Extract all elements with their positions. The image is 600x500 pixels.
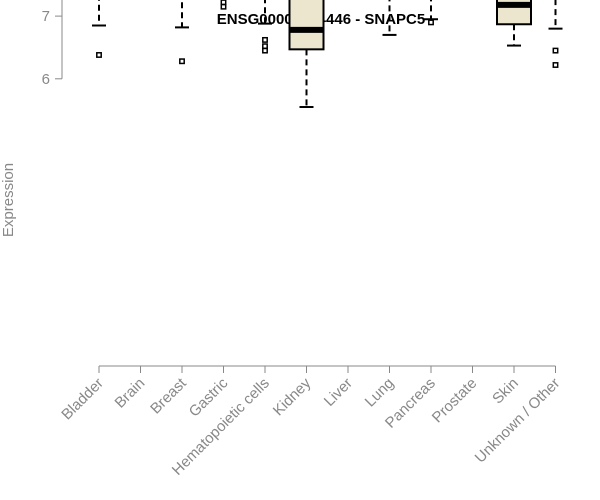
y-axis: 678910 [42,0,63,88]
x-tick-label: Prostate [429,375,481,427]
x-tick-label: Breast [147,374,190,417]
box-skin [496,0,532,47]
y-tick-label: 6 [42,71,50,88]
x-tick-label: Liver [321,375,356,410]
outlier-point [552,62,559,68]
outlier-point [179,58,185,65]
outlier-point [428,19,434,26]
box-hematopoietic-cells [258,0,272,54]
y-tick-label: 7 [42,8,50,25]
x-tick-label: Lung [362,375,398,411]
x-tick-label: Brain [112,375,149,412]
outlier-point [220,0,227,6]
box-pancreas [424,0,438,26]
outlier-point [262,36,268,43]
y-axis-label: Expression [0,163,17,237]
outlier-point [262,43,268,50]
box-kidney [288,0,325,109]
boxes-group [92,0,563,109]
iqr-box [288,0,325,51]
x-tick-label: Kidney [270,374,315,419]
box-bladder [92,0,106,58]
box-lung [382,0,397,36]
x-tick-label: Skin [489,375,522,408]
outlier-point [96,52,102,58]
x-tick-label: Bladder [58,375,107,424]
box-unknown-other [548,0,563,68]
box-gastric [220,0,227,10]
outlier-point [552,47,559,54]
box-breast [175,0,189,65]
